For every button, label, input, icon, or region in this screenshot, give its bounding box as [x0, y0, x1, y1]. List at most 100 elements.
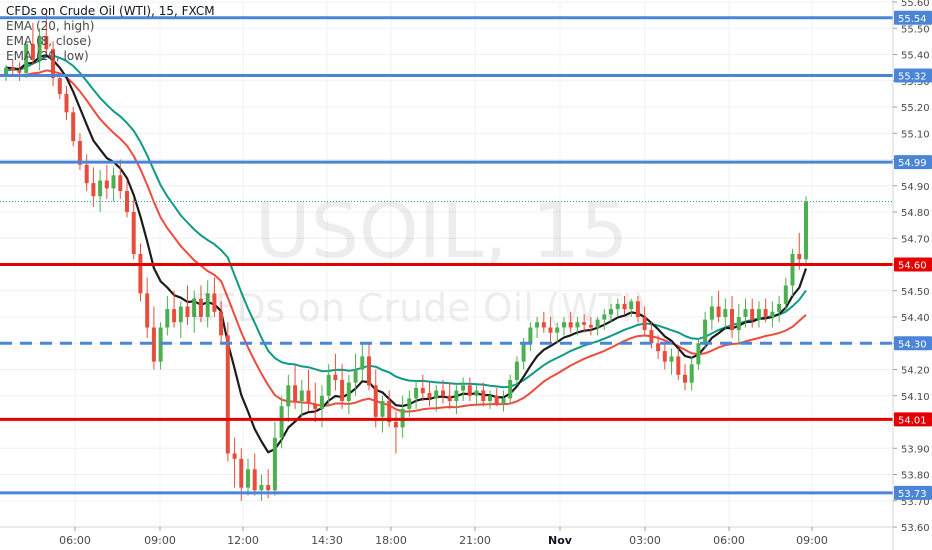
candle-body: [30, 44, 35, 60]
candle-body: [756, 309, 761, 320]
candle-body: [783, 285, 788, 304]
y-tick-label: 54.10: [901, 392, 930, 403]
candle-body: [239, 458, 244, 488]
candle-body: [588, 324, 593, 328]
watermark-description: CFDs on Crude Oil (WTI): [188, 286, 648, 330]
y-tick-label: 53.80: [901, 471, 930, 482]
x-tick-label: Nov: [548, 534, 573, 547]
level-price-label: 54.30: [898, 339, 927, 350]
indicator-ema-low[interactable]: EMA (20, low): [6, 49, 89, 63]
plot-background: [0, 0, 893, 550]
y-tick-label: 55.50: [901, 24, 930, 35]
candle-body: [353, 369, 358, 383]
candle-body: [615, 303, 620, 310]
x-tick-label: 06:00: [713, 534, 745, 547]
candle-body: [703, 319, 708, 344]
level-price-label: 54.99: [898, 158, 927, 169]
candle-body: [609, 309, 613, 315]
candle-body: [568, 322, 573, 328]
y-tick-label: 55.60: [901, 0, 930, 9]
candle-body: [57, 78, 62, 94]
candle-body: [387, 401, 392, 422]
candle-body: [225, 335, 230, 454]
candle-body: [212, 293, 217, 312]
candle-body: [488, 395, 492, 402]
indicator-ema-high[interactable]: EMA (20, high): [6, 19, 95, 33]
candle-body: [420, 387, 425, 394]
y-tick-label: 55.20: [901, 103, 930, 114]
candle-body: [24, 44, 29, 73]
candle-body: [642, 317, 647, 331]
candle-body: [10, 67, 15, 71]
candle-body: [84, 164, 89, 184]
candle-body: [178, 306, 183, 323]
candle-body: [622, 303, 627, 310]
y-tick-label: 54.40: [901, 313, 930, 324]
y-tick-label: 55.40: [901, 51, 930, 62]
candle-body: [299, 390, 304, 401]
y-tick-label: 54.50: [901, 287, 930, 298]
candle-body: [17, 70, 22, 73]
candle-body: [118, 175, 123, 191]
candle-body: [232, 453, 237, 459]
candle-body: [165, 309, 170, 328]
level-price-tag: [894, 336, 932, 351]
candle-body: [743, 309, 748, 317]
candle-body: [313, 403, 318, 409]
y-tick-label: 55.10: [901, 129, 930, 140]
candle-body: [521, 343, 526, 362]
candle-body: [319, 395, 324, 409]
candle-body: [205, 293, 210, 317]
candle-body: [380, 401, 385, 417]
candle-body: [111, 175, 116, 189]
price-axis: 55.6055.5055.4055.3055.2055.1055.0054.90…: [892, 0, 932, 550]
indicator-ema-close[interactable]: EMA (8, close): [6, 34, 92, 48]
candle-body: [494, 395, 499, 404]
level-price-label: 55.32: [898, 72, 927, 83]
x-tick-label: 09:00: [796, 534, 828, 547]
candle-body: [723, 309, 728, 317]
candle-body: [340, 380, 345, 401]
candle-body: [514, 361, 519, 380]
x-tick-label: 12:00: [227, 534, 259, 547]
candle-body: [286, 385, 291, 407]
candle-body: [669, 356, 674, 362]
x-tick-label: 18:00: [375, 534, 407, 547]
candle-body: [481, 390, 486, 401]
candle-body: [259, 485, 264, 491]
candle-body: [790, 254, 795, 286]
candle-body: [562, 322, 566, 328]
candle-body: [770, 311, 775, 317]
watermark-symbol: USOIL, 15: [255, 186, 629, 275]
candle-body: [730, 309, 734, 331]
level-price-label: 55.54: [898, 14, 927, 25]
candle-body: [709, 306, 714, 320]
candle-body: [98, 180, 103, 197]
candle-body: [77, 141, 82, 165]
y-tick-label: 53.60: [901, 523, 930, 534]
candle-body: [804, 201, 808, 260]
candle-body: [541, 322, 546, 328]
candle-body: [51, 49, 55, 79]
candle-body: [467, 385, 472, 396]
candle-body: [797, 254, 802, 260]
candle-body: [689, 364, 694, 383]
candle-body: [447, 395, 452, 402]
candle-body: [683, 374, 687, 383]
candles: [4, 12, 808, 501]
candle-body: [306, 390, 311, 404]
candle-body: [272, 437, 277, 491]
candle-body: [434, 390, 439, 399]
candle-body: [750, 309, 755, 320]
candle-body: [535, 322, 540, 328]
level-price-label: 53.73: [898, 489, 927, 500]
ema-close-line: [5, 54, 808, 454]
chart-legend: CFDs on Crude Oil (WTI), 15, FXCM EMA (2…: [6, 4, 215, 64]
candle-body: [367, 356, 371, 386]
candle-body: [528, 327, 533, 344]
candle-body: [716, 306, 721, 317]
candle-body: [635, 301, 640, 318]
candle-body: [333, 374, 338, 381]
y-tick-label: 54.80: [901, 208, 930, 219]
